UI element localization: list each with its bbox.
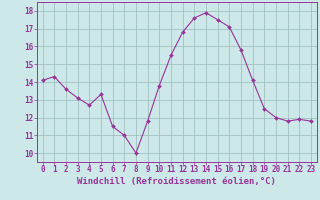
X-axis label: Windchill (Refroidissement éolien,°C): Windchill (Refroidissement éolien,°C) [77,177,276,186]
